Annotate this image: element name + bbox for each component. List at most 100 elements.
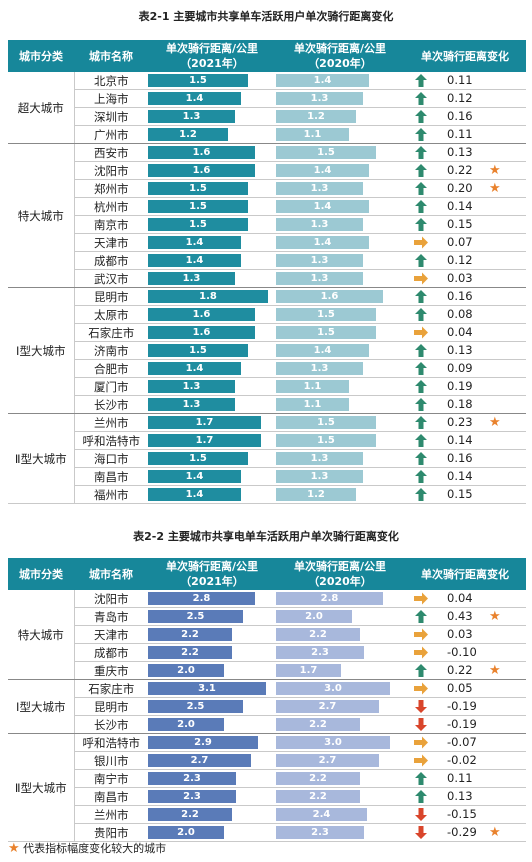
table-row: Ⅰ型大城市 昆明市 1.8 1.6 0.16 xyxy=(8,287,526,414)
change-value: 0.15 xyxy=(447,217,473,231)
bar-2021: 2.3 xyxy=(148,790,236,803)
star-icon: ★ xyxy=(489,415,501,430)
arrow-up-icon xyxy=(415,200,427,213)
bar-2020: 1.3 xyxy=(276,362,363,375)
arrow-down-icon xyxy=(415,808,427,821)
bar-2021: 1.4 xyxy=(148,488,241,501)
change-value: 0.23 xyxy=(447,415,473,429)
change-value: 0.04 xyxy=(447,325,473,339)
arrow-up-icon xyxy=(415,344,427,357)
arrow-up-icon xyxy=(415,146,427,159)
change-value: 0.13 xyxy=(447,145,473,159)
change-value: 0.16 xyxy=(447,451,473,465)
change-value: -0.07 xyxy=(447,735,477,749)
change-value: 0.07 xyxy=(447,235,473,249)
table-row: 贵阳市 2.0 2.3 -0.29 ★ xyxy=(8,823,526,842)
change-value: 0.13 xyxy=(447,343,473,357)
bar-2021: 1.5 xyxy=(148,218,248,231)
arrow-up-icon xyxy=(415,772,427,785)
table-row: 成都市 2.2 2.3 -0.10 xyxy=(8,643,526,662)
table-row: 合肥市 1.4 1.3 0.09 xyxy=(8,359,526,378)
star-icon: ★ xyxy=(489,825,501,840)
city-name: 长沙市 xyxy=(74,395,148,414)
arrow-right-icon xyxy=(414,326,428,339)
city-name: 济南市 xyxy=(74,341,148,360)
city-name: 南京市 xyxy=(74,215,148,234)
table-row: 特大城市 西安市 1.6 1.5 0.13 xyxy=(8,143,526,288)
table-row: 南宁市 2.3 2.2 0.11 xyxy=(8,769,526,788)
arrow-right-icon xyxy=(414,628,428,641)
arrow-up-icon xyxy=(415,452,427,465)
city-name: 南昌市 xyxy=(74,467,148,486)
table-row: 南昌市 2.3 2.2 0.13 xyxy=(8,787,526,806)
city-name: 北京市 xyxy=(74,72,148,90)
star-icon: ★ xyxy=(489,181,501,196)
bar-2020: 1.3 xyxy=(276,182,363,195)
table-row: 天津市 1.4 1.4 0.07 xyxy=(8,233,526,252)
arrow-right-icon xyxy=(414,592,428,605)
bar-2021: 2.2 xyxy=(148,646,232,659)
table-row: 厦门市 1.3 1.1 0.19 xyxy=(8,377,526,396)
change-value: 0.14 xyxy=(447,199,473,213)
bar-2021: 3.1 xyxy=(148,682,266,695)
city-category: Ⅱ型大城市 xyxy=(8,733,75,842)
city-name: 厦门市 xyxy=(74,377,148,396)
bar-2021: 1.5 xyxy=(148,74,248,87)
legend-text: 代表指标幅度变化较大的城市 xyxy=(23,842,167,855)
city-name: 太原市 xyxy=(74,305,148,324)
table-row: 郑州市 1.5 1.3 0.20 ★ xyxy=(8,179,526,198)
change-value: 0.20 xyxy=(447,181,473,195)
star-icon: ★ xyxy=(489,663,501,678)
table-row: 重庆市 2.0 1.7 0.22 ★ xyxy=(8,661,526,680)
arrow-right-icon xyxy=(414,754,428,767)
table-row: 济南市 1.5 1.4 0.13 xyxy=(8,341,526,360)
change-value: 0.16 xyxy=(447,289,473,303)
change-value: 0.09 xyxy=(447,361,473,375)
change-value: 0.22 xyxy=(447,663,473,677)
change-value: -0.29 xyxy=(447,825,477,839)
city-name: 石家庄市 xyxy=(74,679,148,698)
header-city: 城市名称 xyxy=(74,40,148,72)
city-name: 广州市 xyxy=(74,125,148,144)
city-name: 武汉市 xyxy=(74,269,148,288)
bar-2020: 1.1 xyxy=(276,380,349,393)
change-value: -0.19 xyxy=(447,717,477,731)
bar-2020: 2.2 xyxy=(276,790,360,803)
table-row: 太原市 1.6 1.5 0.08 xyxy=(8,305,526,324)
arrow-down-icon xyxy=(415,718,427,731)
bar-2021: 1.4 xyxy=(148,470,241,483)
header-2021: 单次骑行距离/公里 （2021年） xyxy=(148,40,276,72)
city-category: 特大城市 xyxy=(8,143,75,288)
city-name: 合肥市 xyxy=(74,359,148,378)
city-category: Ⅰ型大城市 xyxy=(8,287,75,414)
bar-2020: 1.1 xyxy=(276,398,349,411)
arrow-up-icon xyxy=(415,218,427,231)
bar-2020: 1.3 xyxy=(276,254,363,267)
bar-2020: 1.4 xyxy=(276,164,369,177)
change-value: -0.10 xyxy=(447,645,477,659)
bar-2020: 2.3 xyxy=(276,646,364,659)
arrow-up-icon xyxy=(415,128,427,141)
table-row: 南京市 1.5 1.3 0.15 xyxy=(8,215,526,234)
change-value: -0.02 xyxy=(447,753,477,767)
arrow-right-icon xyxy=(414,736,428,749)
star-icon: ★ xyxy=(489,609,501,624)
arrow-up-icon xyxy=(415,488,427,501)
bar-2020: 1.4 xyxy=(276,344,369,357)
city-name: 重庆市 xyxy=(74,661,148,680)
arrow-up-icon xyxy=(415,74,427,87)
bar-2021: 1.6 xyxy=(148,308,255,321)
city-name: 福州市 xyxy=(74,485,148,504)
bar-2021: 2.0 xyxy=(148,718,224,731)
arrow-right-icon xyxy=(414,236,428,249)
bar-2020: 1.3 xyxy=(276,470,363,483)
bar-2021: 1.8 xyxy=(148,290,268,303)
city-name: 青岛市 xyxy=(74,607,148,626)
bar-2020: 1.7 xyxy=(276,664,341,677)
arrow-up-icon xyxy=(415,308,427,321)
bar-2021: 1.5 xyxy=(148,182,248,195)
city-category: Ⅰ型大城市 xyxy=(8,679,75,734)
table-row: 长沙市 1.3 1.1 0.18 xyxy=(8,395,526,414)
change-value: 0.43 xyxy=(447,609,473,623)
bar-2020: 1.3 xyxy=(276,452,363,465)
